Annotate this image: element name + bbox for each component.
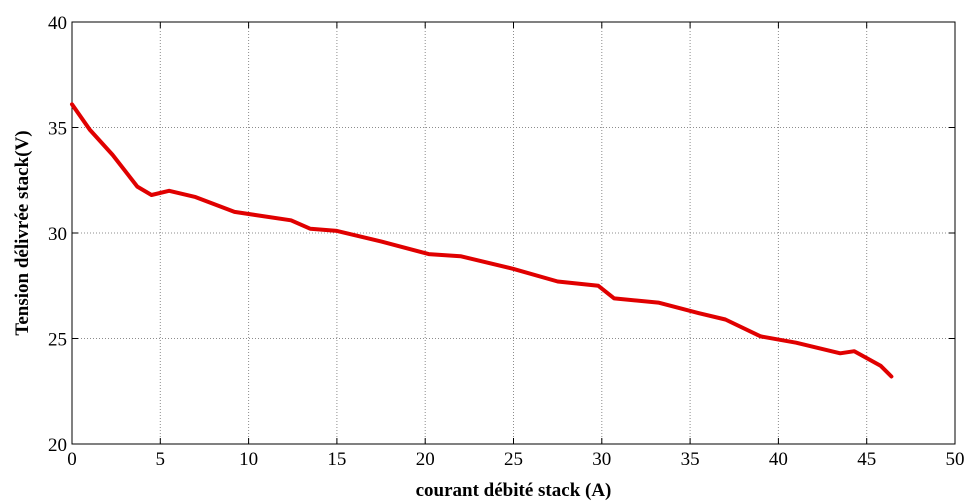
- x-tick-label: 25: [504, 449, 523, 470]
- series-line-0: [70, 102, 894, 379]
- x-tick-label: 35: [681, 449, 700, 470]
- x-tick-label: 10: [239, 449, 258, 470]
- x-tick-label: 15: [327, 449, 346, 470]
- y-axis-title: Tension délivrée stack(V): [12, 130, 33, 335]
- axis-ticks: [71, 21, 956, 445]
- y-tick-label: 20: [48, 435, 67, 456]
- x-tick-label: 45: [857, 449, 876, 470]
- x-tick-label: 5: [156, 449, 166, 470]
- y-tick-label: 40: [48, 13, 67, 34]
- x-tick-label: 20: [416, 449, 435, 470]
- y-tick-label: 35: [48, 119, 67, 140]
- x-tick-label: 0: [67, 449, 77, 470]
- series-layer: [70, 102, 894, 379]
- y-tick-label: 25: [48, 330, 67, 351]
- y-tick-label: 30: [48, 224, 67, 245]
- x-axis-title: courant débité stack (A): [416, 480, 612, 501]
- tick-labels: 0 5 10 15 20 25 30 35 40 45 50 20 25 30 35 40: [48, 13, 965, 470]
- x-tick-label: 40: [769, 449, 788, 470]
- gridlines: [72, 22, 955, 444]
- x-tick-label: 30: [592, 449, 611, 470]
- x-tick-label: 50: [946, 449, 965, 470]
